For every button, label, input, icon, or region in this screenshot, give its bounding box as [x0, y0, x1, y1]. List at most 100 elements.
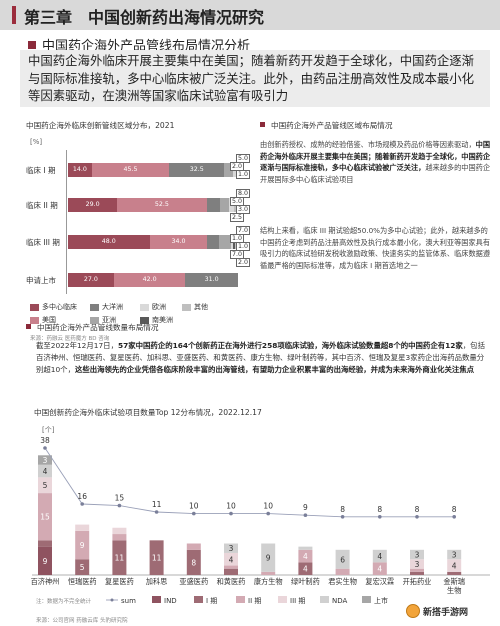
right-p1-post: 越来越多的中国药企开展国际多中心临床试验项目	[260, 163, 491, 184]
chart1-row-label: 申请上市	[26, 276, 56, 285]
chart2-category-label: 加科思	[146, 577, 168, 586]
chart2-legend-label: I 期	[206, 597, 217, 605]
header-accent	[12, 6, 16, 24]
chart2-bar-segment	[224, 568, 238, 575]
chart1-data-label: 32.5	[189, 166, 204, 173]
chart2-legend-label: II 期	[248, 597, 261, 605]
chart2-data-label: 11	[115, 554, 125, 563]
chart2-data-label: 4	[377, 552, 382, 561]
chart2-bar-segment	[149, 540, 164, 575]
chart2-bar-segment	[261, 543, 276, 572]
chart2-legend-label: sum	[121, 597, 136, 605]
chart2-category-label: 金斯瑞	[443, 577, 465, 586]
chart2-sum-label: 9	[303, 503, 308, 512]
chart2-data-label: 3	[452, 551, 457, 560]
chart1-legend-item: 亚洲	[90, 315, 116, 325]
legend-label: 多中心临床	[42, 303, 77, 311]
chart2-category-label: 康方生物	[254, 577, 283, 586]
chart2-bar-segment	[261, 571, 276, 575]
chart1-bar-segment	[68, 163, 92, 177]
chart2-sum-point	[192, 511, 196, 516]
chart2-sum-point	[80, 502, 84, 506]
chart1-row-label: 临床 III 期	[26, 238, 60, 247]
legend-swatch	[30, 316, 39, 324]
right-paragraph-2: 结构上来看，临床 III 期试验超50.0%为多中心试验；此外，越来越多的中国药…	[260, 226, 491, 270]
square-bullet-icon	[26, 324, 31, 329]
chart2-svg: 9 15 5 4 3 百济神州 5 9 恒瑞医药 11 复星医药 11 加科思 8 亚盛医药 4 3 和黄医药 9 康…	[31, 436, 490, 605]
chart2-legend-label: NDA	[332, 597, 348, 605]
chart1-axis-line	[66, 150, 67, 294]
chart1-data-label: 2.5	[230, 213, 245, 222]
chart2-sum-label: 10	[189, 502, 199, 511]
chart1-legend-item: 其他	[182, 302, 208, 312]
chart2-data-label: 6	[340, 555, 345, 564]
chart2-category-label: 亚盛医药	[179, 577, 208, 586]
chart2-bar-segment	[224, 565, 238, 569]
legend-swatch	[140, 303, 149, 311]
chart2-bar-segment	[372, 562, 387, 575]
legend-swatch	[278, 596, 287, 603]
legend-swatch	[194, 596, 203, 603]
chart2-bar-segment	[112, 527, 127, 535]
chart1-data-label: 34.0	[171, 238, 186, 245]
chart2-bar-segment	[38, 546, 52, 575]
chart2-data-label: 4	[229, 555, 234, 564]
chart2-bar-segment	[38, 464, 52, 478]
chart1-data-label: 29.0	[85, 201, 100, 208]
chart2-data-label: 5	[80, 563, 85, 572]
legend-label: 大洋洲	[102, 303, 123, 311]
chart2-unit: [个]	[42, 426, 55, 434]
chart2-sum-label: 16	[77, 492, 87, 501]
chart2-data-label: 11	[152, 554, 162, 563]
legend-label: 其他	[194, 303, 208, 311]
chart2-category-label: 和黄医药	[217, 577, 246, 586]
chart2-category-label: 君实生物	[328, 577, 357, 586]
watermark-text: 新搭手游网	[423, 607, 469, 618]
chart2-bar-segment	[38, 455, 52, 465]
chart1-data-label: 31.0	[204, 276, 219, 283]
legend-swatch	[182, 303, 191, 311]
chart2-source: 来源：公司官网 药融云库 头豹研究院	[36, 618, 128, 624]
legend-swatch	[30, 303, 39, 311]
chart2-bar-segment	[38, 493, 52, 541]
legend-swatch	[362, 596, 371, 603]
chart1-bar-segment	[206, 198, 221, 212]
chart2-sum-point	[43, 446, 47, 450]
section2-paragraph: 截至2022年12月17日，57家中国药企的164个创新药正在海外进行258项临…	[36, 340, 486, 377]
page-title: 第三章 中国创新药出海情况研究	[24, 8, 265, 27]
chart1-bar-segment	[185, 273, 238, 287]
chart2-category-label: 复宏汉霖	[365, 577, 394, 586]
chart2-sum-point	[154, 510, 159, 514]
chart2-data-label: 4	[303, 565, 308, 574]
chart2-bar-segment	[298, 546, 313, 550]
chart2-data-label: 3	[229, 544, 234, 553]
chart2-bar-segment	[447, 549, 462, 560]
chart2-sum-label: 38	[40, 436, 50, 445]
chart1-title: 中国药企海外临床创新管线区域分布，2021	[26, 121, 175, 130]
chart2-bar-segment	[447, 559, 462, 572]
chart1-data-label: 52.5	[154, 201, 169, 208]
chart1-data-label: 45.5	[123, 166, 138, 173]
chart1-bar-segment	[68, 198, 118, 212]
chart2-category-label: 百济神州	[31, 577, 60, 586]
chart1-legend-item: 南美洲	[140, 315, 173, 325]
legend-swatch	[236, 596, 245, 603]
right-title-text: 中国药企海外产品管线区域布局情况	[271, 121, 393, 130]
chart2-data-label: 3	[415, 560, 420, 569]
chart2-legend-label: III 期	[290, 597, 305, 605]
chart2-bar-segment	[224, 543, 238, 553]
chart2-data-label: 9	[266, 554, 271, 563]
chart2-bar-segment	[38, 540, 52, 547]
watermark-logo: 新搭手游网	[402, 601, 497, 621]
chart2-sum-line	[44, 447, 455, 518]
chart2-category-label: 复星医药	[105, 577, 134, 586]
para2-bold-2: 这些出海领先的企业凭借各临床阶段丰富的出海管线，有望助力企业积累丰富的出海经验，…	[74, 365, 475, 375]
legend-label: 南美洲	[152, 316, 173, 324]
chart1-data-label: 2.0	[236, 258, 251, 267]
chart1-legend-item: 多中心临床	[30, 302, 77, 312]
chart1-bar-segment	[149, 235, 208, 249]
section2-title-text: 中国药企海外产品管线数量布局情况	[37, 323, 159, 332]
chart2-bar-segment	[298, 562, 313, 575]
chart2-legend-label: 上市	[374, 596, 388, 605]
chart2-bar-segment	[75, 524, 90, 531]
